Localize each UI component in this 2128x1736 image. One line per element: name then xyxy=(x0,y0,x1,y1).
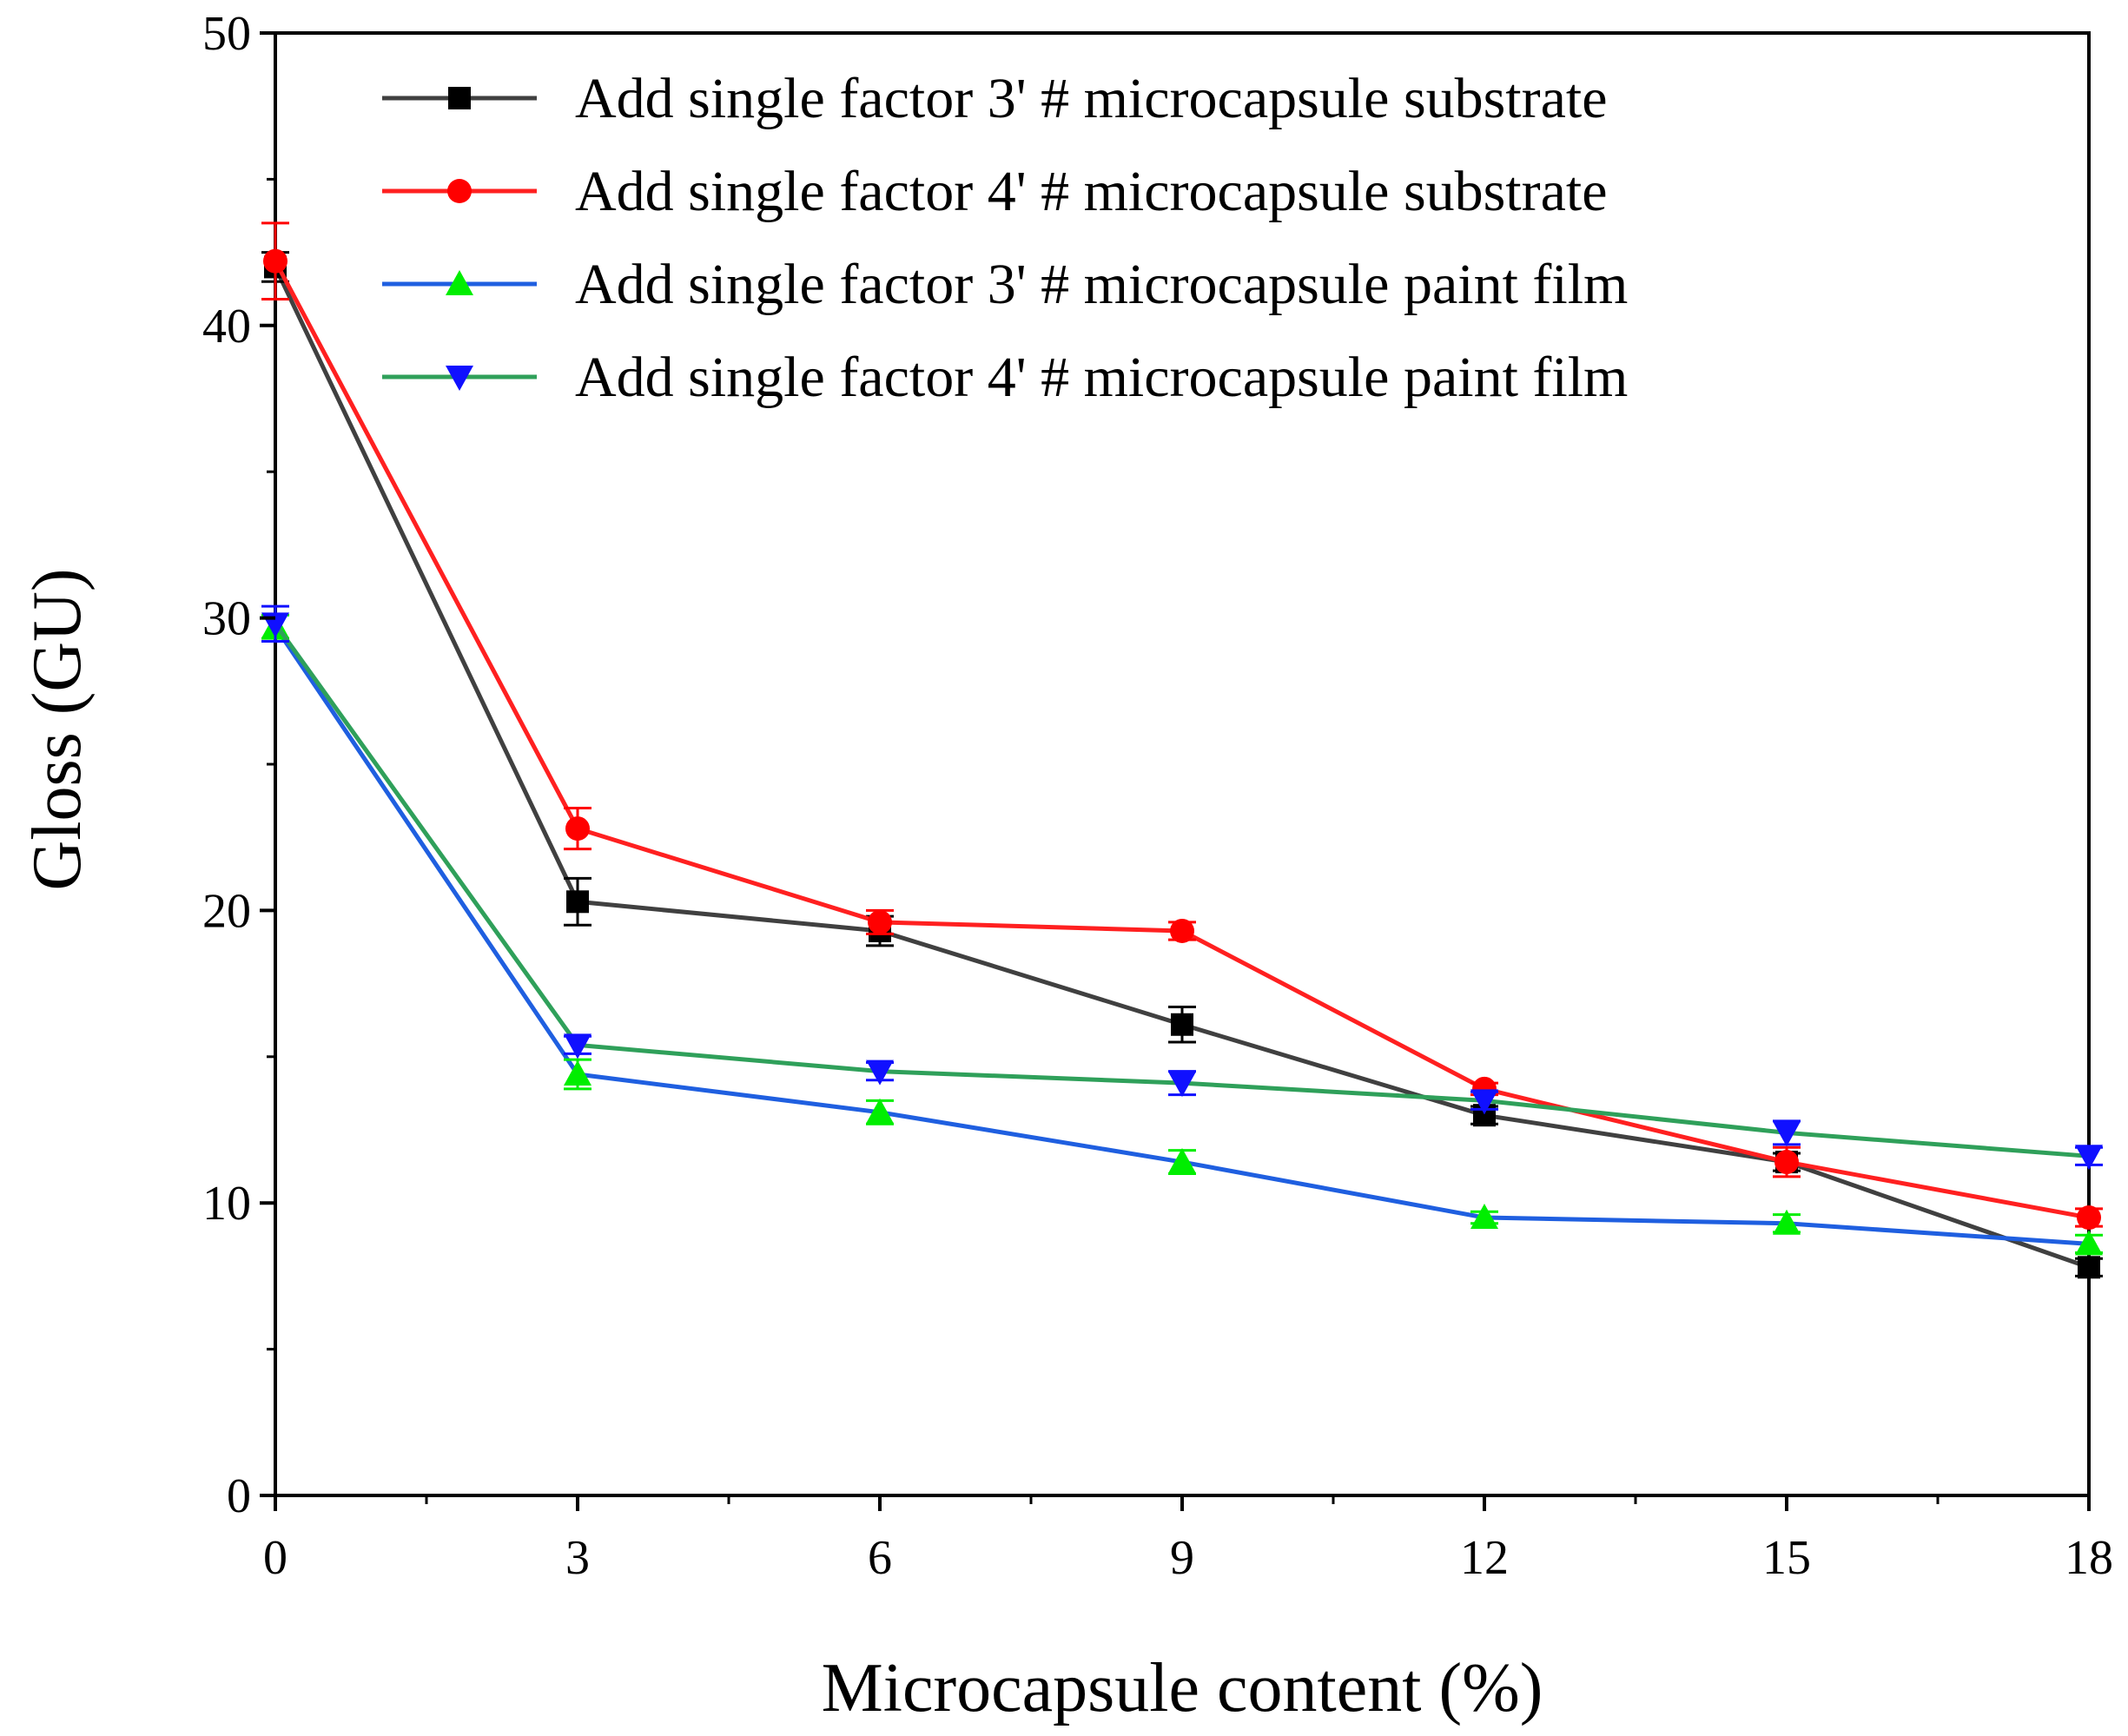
data-point xyxy=(1773,1209,1801,1235)
data-point xyxy=(1773,1121,1801,1147)
data-point xyxy=(565,816,590,842)
data-point xyxy=(1774,1150,1799,1175)
data-point xyxy=(263,248,287,274)
legend-label: Add single factor 4' # microcapsule pain… xyxy=(575,346,1628,409)
y-tick-label: 40 xyxy=(202,300,251,353)
y-tick-label: 30 xyxy=(202,592,251,646)
series-4 xyxy=(261,604,2103,1171)
x-axis-title: Microcapsule content (%) xyxy=(822,1650,1543,1726)
x-tick-label: 6 xyxy=(868,1531,892,1585)
y-tick-label: 20 xyxy=(202,884,251,938)
legend-swatch-marker xyxy=(447,179,472,203)
data-point xyxy=(1470,1089,1498,1115)
y-tick-label: 50 xyxy=(202,7,251,61)
data-point xyxy=(1168,1148,1196,1174)
legend-label: Add single factor 4' # microcapsule subs… xyxy=(575,160,1608,223)
data-point xyxy=(866,1098,894,1124)
data-point xyxy=(2078,1256,2100,1279)
data-point xyxy=(566,890,589,914)
legend-label: Add single factor 3' # microcapsule subs… xyxy=(575,67,1608,130)
legend-swatch-marker xyxy=(448,87,471,109)
data-point xyxy=(1470,1204,1498,1230)
data-point xyxy=(2077,1205,2101,1231)
data-point xyxy=(868,909,892,934)
x-tick-label: 15 xyxy=(1762,1531,1811,1585)
data-point xyxy=(2075,1145,2103,1171)
x-tick-label: 12 xyxy=(1460,1531,1509,1585)
data-point xyxy=(1168,1072,1196,1098)
data-point xyxy=(1171,1013,1193,1036)
legend-item-2: Add single factor 4' # microcapsule subs… xyxy=(382,160,1608,223)
axis-ticks: 0 3 6 9 12 15 18 0 10 20 30 40 50 xyxy=(202,7,2113,1585)
series-layer xyxy=(261,221,2103,1279)
data-point xyxy=(1170,918,1194,943)
y-tick-label: 10 xyxy=(202,1177,251,1231)
legend-label: Add single factor 3' # microcapsule pain… xyxy=(575,253,1628,316)
legend-item-3: Add single factor 3' # microcapsule pain… xyxy=(382,253,1628,316)
legend-swatch-marker xyxy=(446,270,473,295)
data-point xyxy=(564,1033,591,1059)
legend-item-1: Add single factor 3' # microcapsule subs… xyxy=(382,67,1608,130)
data-point xyxy=(866,1059,894,1086)
data-point xyxy=(564,1060,591,1086)
y-axis-title: Gloss (GU) xyxy=(19,568,96,890)
x-tick-label: 3 xyxy=(565,1531,590,1585)
x-tick-label: 18 xyxy=(2065,1531,2113,1585)
x-tick-label: 0 xyxy=(263,1531,287,1585)
legend-item-4: Add single factor 4' # microcapsule pain… xyxy=(382,346,1628,409)
series-line xyxy=(273,266,2090,1270)
legend-swatch-marker xyxy=(446,366,473,391)
legend: Add single factor 3' # microcapsule subs… xyxy=(382,67,1628,409)
y-tick-label: 0 xyxy=(227,1469,251,1523)
x-tick-label: 9 xyxy=(1170,1531,1194,1585)
data-point xyxy=(2075,1230,2103,1256)
